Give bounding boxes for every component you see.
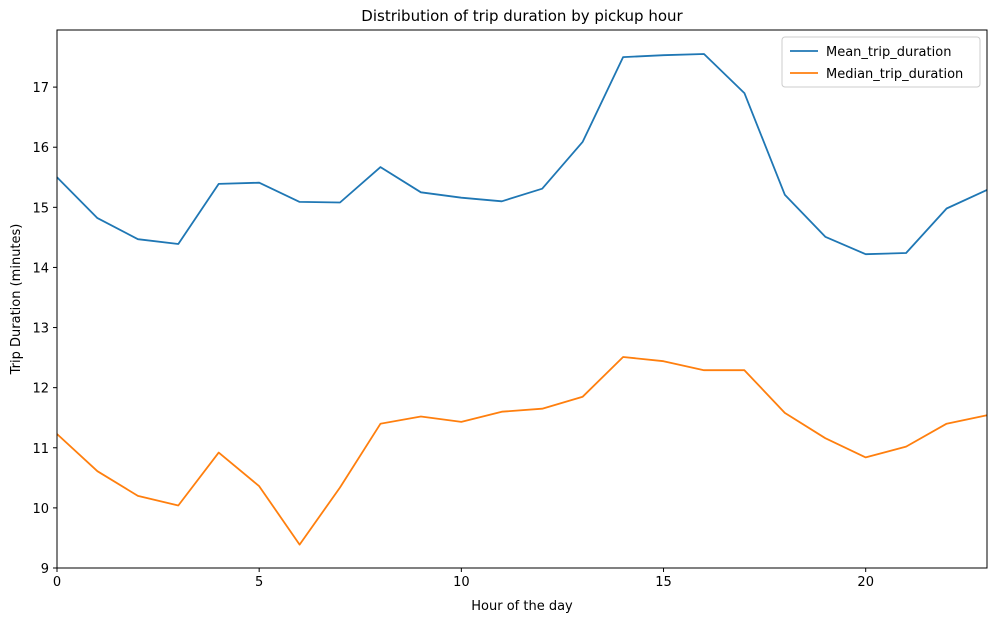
- series-line-0: [56, 53, 988, 256]
- chart-title: Distribution of trip duration by pickup …: [361, 7, 683, 25]
- legend-label: Mean_trip_duration: [826, 45, 951, 60]
- y-axis-label: Trip Duration (minutes): [9, 224, 24, 376]
- y-tick-label: 16: [32, 141, 49, 156]
- x-tick-label: 5: [255, 575, 263, 590]
- legend-box: [781, 36, 981, 88]
- y-tick-label: 11: [32, 442, 49, 457]
- y-tick-label: 15: [32, 201, 49, 216]
- y-tick-label: 14: [32, 261, 49, 276]
- y-tick-label: 17: [32, 81, 49, 96]
- y-tick-label: 12: [32, 382, 49, 397]
- x-tick-label: 0: [53, 575, 61, 590]
- y-tick-label: 9: [41, 562, 49, 577]
- series-line-1: [56, 356, 988, 546]
- y-axis: 9 10 11 12 13 14 15 16 17: [32, 81, 57, 577]
- x-tick-label: 15: [655, 575, 672, 590]
- x-axis-label: Hour of the day: [471, 599, 573, 614]
- plot-frame: [56, 29, 988, 569]
- x-tick-label: 10: [453, 575, 470, 590]
- x-tick-label: 20: [857, 575, 874, 590]
- legend-label: Median_trip_duration: [826, 67, 963, 82]
- y-tick-label: 10: [32, 502, 49, 517]
- legend: Mean_trip_duration Median_trip_duration: [781, 36, 981, 88]
- plot-lines: [56, 53, 988, 546]
- x-axis: 0 5 10 15 20: [53, 568, 874, 590]
- y-tick-label: 13: [32, 322, 49, 337]
